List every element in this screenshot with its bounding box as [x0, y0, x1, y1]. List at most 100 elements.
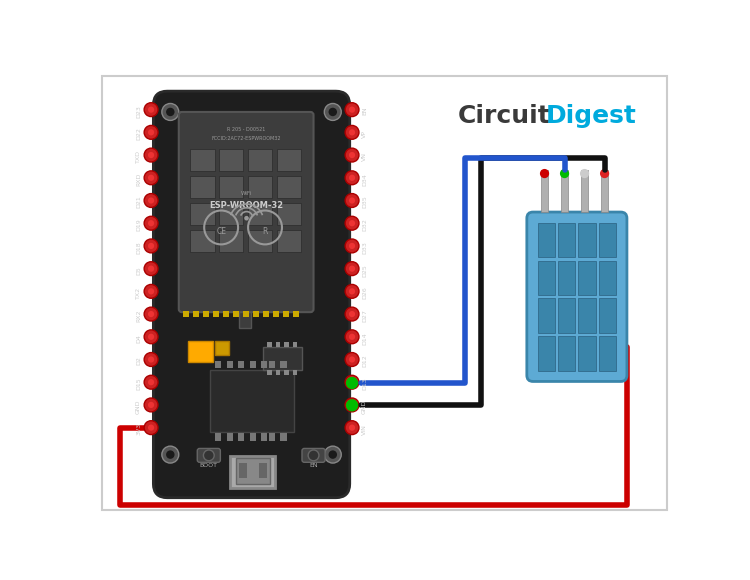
Bar	[268, 361, 275, 368]
Bar	[223, 311, 229, 317]
Bar	[183, 311, 189, 317]
Circle shape	[148, 356, 154, 362]
Bar	[261, 433, 267, 441]
Bar	[578, 223, 596, 258]
Text: D19: D19	[136, 219, 141, 231]
Bar	[277, 230, 302, 252]
Text: D4: D4	[136, 334, 141, 343]
Circle shape	[345, 103, 359, 117]
Bar	[238, 433, 244, 441]
Bar	[219, 149, 244, 171]
Circle shape	[345, 375, 359, 389]
Bar	[578, 260, 596, 295]
Bar	[538, 336, 555, 371]
Bar	[277, 203, 302, 225]
Circle shape	[345, 125, 359, 139]
Circle shape	[144, 420, 158, 434]
Text: D13: D13	[362, 378, 367, 390]
Text: Digest: Digest	[546, 104, 637, 128]
Circle shape	[345, 307, 359, 321]
Text: CE: CE	[216, 227, 226, 236]
Text: VP: VP	[362, 130, 367, 138]
Bar	[243, 311, 249, 317]
Text: FCCID:2AC72-ESPWROOM32: FCCID:2AC72-ESPWROOM32	[211, 136, 281, 141]
Bar	[248, 149, 272, 171]
Bar	[284, 370, 289, 375]
Text: D5: D5	[136, 266, 141, 274]
Bar	[276, 370, 280, 375]
Bar	[598, 336, 616, 371]
Circle shape	[349, 311, 355, 317]
Circle shape	[148, 129, 154, 136]
Bar	[558, 223, 575, 258]
Bar	[267, 370, 272, 375]
Circle shape	[144, 216, 158, 230]
Bar	[219, 176, 244, 198]
Bar	[283, 311, 289, 317]
Text: D26: D26	[362, 287, 367, 299]
Bar	[236, 458, 270, 484]
Bar	[190, 176, 214, 198]
Text: D22: D22	[136, 128, 141, 140]
Bar	[292, 342, 297, 347]
Text: RX2: RX2	[136, 309, 141, 322]
Text: GND: GND	[136, 399, 141, 414]
Bar	[190, 203, 214, 225]
Bar	[558, 298, 575, 333]
Text: D25: D25	[362, 264, 367, 277]
Circle shape	[162, 103, 178, 121]
Bar	[578, 298, 596, 333]
Bar	[226, 361, 232, 368]
Bar	[538, 260, 555, 295]
Circle shape	[144, 375, 158, 389]
Circle shape	[166, 108, 175, 116]
FancyBboxPatch shape	[526, 212, 627, 382]
Circle shape	[148, 334, 154, 340]
Bar	[538, 223, 555, 258]
Bar	[541, 170, 548, 212]
Circle shape	[345, 239, 359, 253]
Text: ESP-WROOM-32: ESP-WROOM-32	[209, 201, 284, 209]
Text: D33: D33	[362, 241, 367, 254]
FancyBboxPatch shape	[153, 91, 350, 498]
Text: EN: EN	[309, 463, 318, 468]
Bar	[215, 361, 221, 368]
Text: D35: D35	[362, 195, 367, 208]
Circle shape	[324, 103, 341, 121]
Text: WiFi: WiFi	[241, 191, 252, 196]
Text: Circuit: Circuit	[458, 104, 550, 128]
Circle shape	[148, 402, 154, 408]
Circle shape	[349, 334, 355, 340]
Bar	[215, 340, 229, 354]
Bar	[280, 433, 286, 441]
Bar	[259, 463, 266, 478]
Circle shape	[148, 175, 154, 181]
Circle shape	[349, 243, 355, 249]
Bar	[248, 176, 272, 198]
Circle shape	[345, 330, 359, 344]
Circle shape	[144, 148, 158, 162]
Text: BOOT: BOOT	[200, 463, 217, 468]
Text: D32: D32	[362, 218, 367, 231]
Bar	[268, 433, 275, 441]
Bar	[292, 370, 297, 375]
Circle shape	[144, 171, 158, 184]
Circle shape	[345, 284, 359, 298]
Bar	[193, 311, 199, 317]
Bar	[280, 361, 286, 368]
Text: D18: D18	[136, 241, 141, 254]
Circle shape	[144, 307, 158, 321]
Bar	[558, 336, 575, 371]
Text: D21: D21	[136, 195, 141, 208]
Bar	[248, 203, 272, 225]
Bar	[277, 149, 302, 171]
Circle shape	[345, 148, 359, 162]
Circle shape	[349, 197, 355, 204]
Circle shape	[203, 450, 214, 461]
Text: VIN: VIN	[362, 424, 367, 434]
Circle shape	[144, 330, 158, 344]
Circle shape	[308, 450, 319, 461]
Circle shape	[349, 152, 355, 158]
Bar	[273, 311, 279, 317]
Circle shape	[349, 425, 355, 431]
